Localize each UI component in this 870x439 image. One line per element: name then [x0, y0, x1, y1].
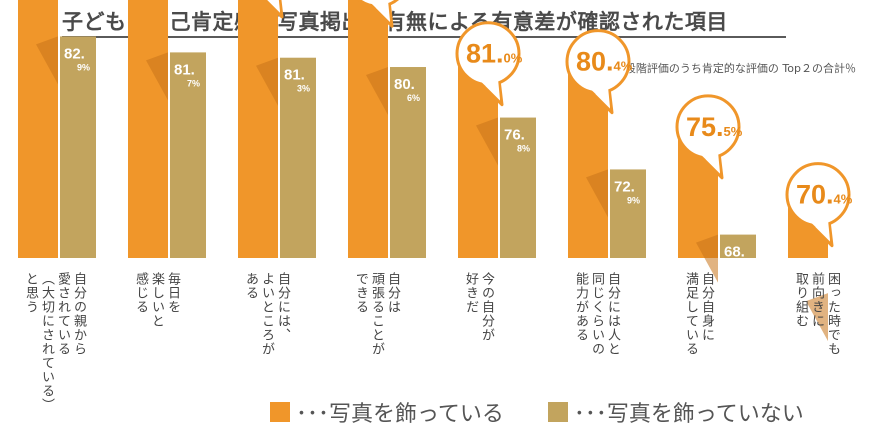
- bar-shadow: [36, 36, 58, 85]
- bar-shadow: [806, 293, 828, 342]
- value-label-with-photo: 70.4%: [796, 180, 853, 210]
- legend-swatch-with-photo: [270, 402, 290, 422]
- legend-swatch-without-photo: [547, 402, 568, 422]
- bar-without-photo: [280, 57, 316, 259]
- bar-without-photo: [610, 169, 646, 258]
- category-label: 毎日を 楽しいと 感じる: [133, 272, 180, 328]
- category-label: 今の自分が 好きだ: [463, 272, 494, 342]
- value-label-with-photo: 81.0%: [466, 39, 523, 69]
- legend: ･･･写真を飾っている ･･･写真を飾っていない: [270, 396, 848, 428]
- value-bubble-tail-fill: [370, 0, 390, 22]
- chart-title: 子どもの自己肯定感：写真掲出の有無による有意差が確認された項目: [62, 10, 728, 34]
- bar-shadow: [586, 169, 608, 218]
- bar-with-photo: [238, 0, 278, 258]
- category-label: 自分自身に 満足している: [683, 272, 714, 356]
- chart-note: 各評価、４段階評価のうち肯定的な評価の Top２の合計％: [569, 62, 856, 75]
- legend-item-with-photo: ･･･写真を飾っている: [270, 396, 504, 428]
- bar-with-photo: [348, 0, 388, 258]
- bar-without-photo: [390, 67, 426, 259]
- value-label-without-photo: 81. 3%: [284, 67, 310, 94]
- value-label-without-photo: 81. 7%: [174, 61, 200, 88]
- value-label-without-photo: 72. 9%: [614, 178, 640, 205]
- bar-with-photo: [128, 0, 168, 259]
- legend-label-without-photo: ･･･写真を飾っていない: [573, 402, 804, 427]
- bar-shadow: [256, 57, 278, 106]
- value-bubble-tail-fill: [267, 0, 280, 12]
- bar-shadow: [476, 117, 498, 166]
- value-label-with-photo: 75.5%: [686, 112, 743, 142]
- bar-without-photo: [170, 52, 206, 258]
- legend-item-without-photo: ･･･写真を飾っていない: [547, 396, 804, 428]
- category-label: 自分は 頑張ることが できる: [353, 272, 400, 356]
- value-bubble-tail-fill: [480, 78, 500, 100]
- value-bubble-tail-fill: [590, 86, 610, 108]
- value-label-without-photo: 63. 6%: [834, 302, 860, 329]
- value-label-with-photo: 80.4%: [576, 47, 633, 77]
- bar-without-photo: [720, 234, 756, 258]
- legend-label-with-photo: ･･･写真を飾っている: [296, 402, 504, 427]
- value-bubble-tail-fill: [810, 219, 830, 241]
- value-label-without-photo: 80. 6%: [394, 76, 420, 103]
- value-bubble-tail-fill: [700, 151, 720, 173]
- value-label-without-photo: 68. 0%: [724, 244, 750, 271]
- bar-shadow: [366, 67, 388, 116]
- category-label: 自分には、 よいところが ある: [243, 272, 290, 356]
- category-label: 自分には人と 同じくらいの 能力がある: [573, 272, 620, 356]
- value-label-without-photo: 82. 9%: [64, 45, 90, 72]
- value-label-without-photo: 76. 8%: [504, 127, 530, 154]
- bar-without-photo: [60, 36, 96, 259]
- bar-shadow: [696, 234, 718, 283]
- bar-shadow: [146, 52, 168, 101]
- category-label: 自分の親から 愛されている （大切にされている） と思う: [23, 272, 86, 412]
- title-underline: [62, 36, 786, 38]
- category-label: 困った時でも 前向きに 取り組む: [793, 272, 840, 356]
- bar-without-photo: [500, 117, 536, 258]
